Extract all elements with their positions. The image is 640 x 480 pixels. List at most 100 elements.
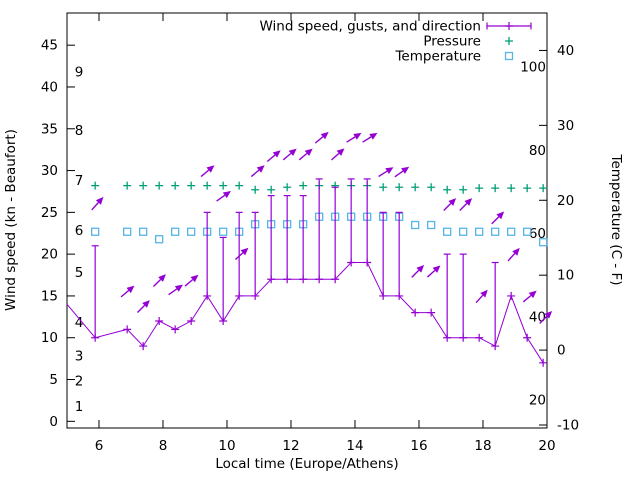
- wind-direction-arrow-icon: [168, 284, 183, 296]
- temperature-point: [475, 227, 484, 236]
- wind-direction-arrow-icon: [362, 132, 378, 143]
- x-tick-label: 10: [218, 438, 235, 454]
- wind-series: [66, 178, 548, 367]
- c-tick-label: 30: [557, 118, 574, 134]
- wind-direction-arrow-icon: [298, 148, 313, 161]
- temperature-point: [123, 227, 132, 236]
- x-tick-label: 20: [538, 438, 555, 454]
- temperature-point: [411, 220, 420, 230]
- kn-tick-label: 30: [41, 163, 58, 179]
- wind-direction-arrow-icon: [120, 285, 135, 298]
- kn-tick-label: 45: [41, 38, 58, 54]
- kn-tick-label: 20: [41, 247, 58, 263]
- legend-label-temperature: Temperature: [394, 49, 481, 65]
- temperature-point: [459, 227, 468, 236]
- c-tick-label: 10: [557, 268, 574, 284]
- fahrenheit-label: 20: [529, 393, 546, 409]
- x-tick-label: 12: [282, 438, 299, 454]
- c-tick-label: -10: [557, 418, 579, 434]
- c-tick-label: 40: [557, 43, 574, 59]
- kn-tick-label: 15: [41, 288, 58, 304]
- legend-label-pressure: Pressure: [423, 34, 481, 50]
- kn-tick-label: 25: [41, 205, 58, 221]
- beaufort-scale-labels: 1 2 3 4 5 6 7 8 9: [75, 64, 84, 414]
- temperature-point: [219, 227, 228, 236]
- kn-tick-label: 35: [41, 121, 58, 137]
- c-tick-label: 20: [557, 193, 574, 209]
- beaufort-label: 1: [75, 399, 84, 415]
- wind-direction-arrow-icon: [184, 274, 199, 287]
- wind-direction-arrow-icon: [330, 148, 345, 161]
- right-axis-ticks: -10 0 10 20 30 40: [539, 43, 579, 434]
- wind-direction-arrow-icon: [216, 191, 231, 202]
- x-tick-label: 16: [410, 438, 427, 454]
- beaufort-label: 7: [75, 173, 84, 189]
- temperature-point: [539, 238, 548, 247]
- x-tick-label: 6: [95, 438, 104, 454]
- x-tick-label: 14: [346, 438, 363, 454]
- beaufort-label: 2: [75, 374, 84, 390]
- temperature-point: [523, 227, 532, 236]
- temperature-point: [507, 227, 516, 236]
- wind-direction-arrow-icon: [346, 132, 362, 143]
- wind-direction-arrow-icon: [91, 196, 104, 211]
- wind-direction-arrow-icon: [137, 300, 150, 313]
- wind-direction-arrow-icon: [266, 150, 281, 163]
- beaufort-label: 3: [75, 349, 84, 365]
- legend-samples: [486, 22, 532, 61]
- c-tick-label: 0: [557, 343, 566, 359]
- x-tick-label: 8: [159, 438, 168, 454]
- temperature-point: [139, 227, 148, 236]
- wind-speed-line: [66, 262, 544, 364]
- wind-direction-arrow-icon: [250, 165, 265, 178]
- legend-temperature-sample: [504, 51, 514, 61]
- temperature-point: [443, 227, 452, 236]
- fahrenheit-label: 40: [529, 309, 546, 325]
- fahrenheit-label: 60: [529, 226, 546, 242]
- kn-tick-label: 0: [49, 414, 58, 430]
- wind-direction-arrows: [91, 131, 553, 324]
- wind-direction-arrow-icon: [282, 148, 297, 161]
- fahrenheit-label: 80: [529, 143, 546, 159]
- wind-direction-arrow-icon: [411, 264, 425, 278]
- wind-direction-arrow-icon: [394, 166, 410, 178]
- wind-direction-arrow-icon: [426, 265, 441, 278]
- kn-tick-label: 10: [41, 330, 58, 346]
- x-axis-title: Local time (Europe/Athens): [215, 456, 398, 472]
- beaufort-label: 8: [75, 123, 84, 139]
- wind-direction-arrow-icon: [459, 198, 473, 211]
- wind-direction-arrow-icon: [200, 165, 215, 178]
- wind-direction-arrow-icon: [539, 310, 553, 324]
- kn-tick-label: 5: [49, 372, 58, 388]
- plot-content: 6 8 10 12 14 16 18 20051015202530354045-1001020…: [41, 12, 579, 454]
- wind-direction-arrow-icon: [153, 274, 166, 288]
- beaufort-label: 4: [75, 315, 84, 331]
- temperature-point: [171, 227, 180, 236]
- temperature-point: [427, 220, 436, 230]
- fahrenheit-label: 100: [520, 60, 546, 76]
- temperature-point: [91, 227, 100, 236]
- beaufort-label: 5: [75, 265, 84, 281]
- wind-direction-arrow-icon: [378, 167, 394, 178]
- kn-tick-label: 40: [41, 79, 58, 95]
- wind-direction-arrow-icon: [507, 247, 520, 262]
- beaufort-label: 9: [75, 64, 84, 80]
- wind-direction-arrow-icon: [443, 198, 457, 211]
- y-axis-title-right: Temperature (C - F): [608, 154, 624, 286]
- wind-direction-arrow-icon: [234, 247, 249, 261]
- wind-direction-arrow-icon: [491, 211, 505, 225]
- temperature-point: [491, 227, 500, 236]
- x-tick-label: 18: [474, 438, 491, 454]
- left-axis-ticks: 0 5 10 15 20 25 30 35 40 45: [41, 38, 75, 430]
- wind-direction-arrow-icon: [522, 290, 537, 303]
- wind-direction-arrow-icon: [475, 289, 488, 304]
- temperature-point: [155, 235, 164, 244]
- beaufort-label: 6: [75, 223, 84, 239]
- x-axis-ticks: 6 8 10 12 14 16 18 20: [95, 13, 556, 454]
- y-axis-title-left: Wind speed (kn - Beaufort): [3, 129, 19, 311]
- legend-label-wind: Wind speed, gusts, and direction: [259, 19, 481, 35]
- wind-direction-arrow-icon: [314, 131, 329, 144]
- temperature-point: [187, 227, 196, 236]
